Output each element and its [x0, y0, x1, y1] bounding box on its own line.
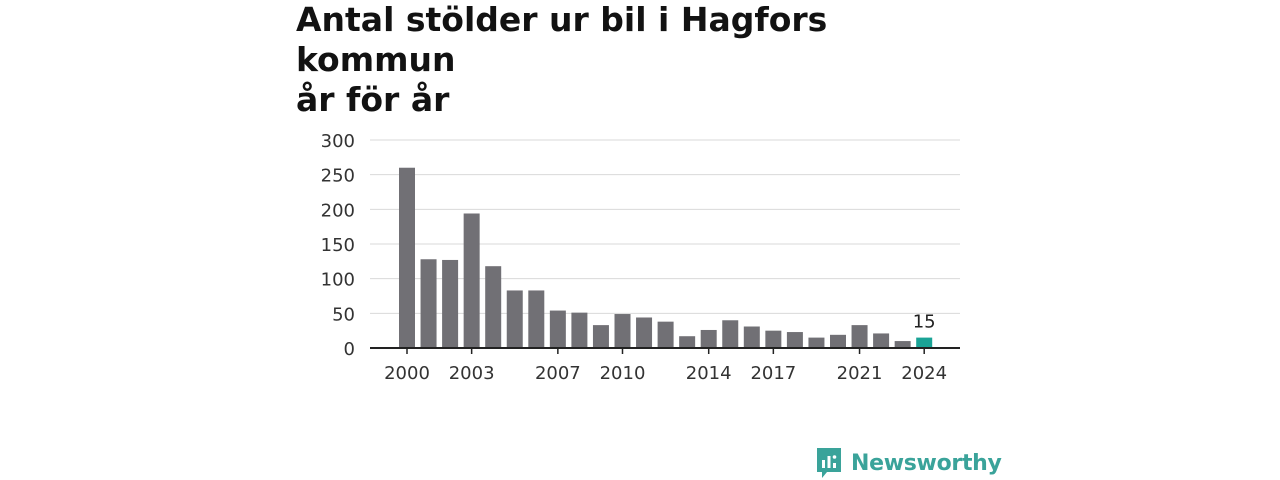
y-tick-label: 250 [321, 166, 355, 187]
bar-2002 [442, 259, 459, 348]
x-tick-label: 2007 [535, 363, 581, 384]
data-label-2024: 15 [913, 312, 936, 333]
bar-2006 [528, 290, 545, 348]
chart-title-line-2: år för år [296, 80, 450, 119]
x-tick-label: 2003 [449, 363, 495, 384]
bar-2015 [722, 320, 739, 348]
chart-title-line-1: Antal stölder ur bil i Hagfors kommun [296, 0, 828, 79]
x-tick-label: 2010 [600, 363, 646, 384]
bar-2005 [506, 290, 523, 348]
x-tick-label: 2000 [384, 363, 430, 384]
bar-2019 [808, 337, 825, 348]
bar-2013 [679, 336, 696, 348]
bar-2001 [420, 259, 437, 348]
y-tick-label: 100 [321, 270, 355, 291]
bar-2004 [485, 266, 502, 348]
y-tick-label: 50 [332, 304, 355, 325]
bar-2017 [765, 330, 782, 348]
y-tick-label: 300 [321, 131, 355, 152]
y-tick-label: 150 [321, 235, 355, 256]
y-tick-label: 0 [344, 339, 355, 360]
bar-2022 [873, 333, 890, 348]
bar-2007 [549, 310, 566, 348]
bar-2014 [700, 329, 717, 348]
y-tick-label: 200 [321, 200, 355, 221]
bar-2009 [592, 325, 609, 348]
bar-2021 [851, 325, 868, 348]
x-tick-label: 2021 [837, 363, 883, 384]
bar-2016 [743, 326, 760, 348]
bar-2008 [571, 312, 588, 348]
bar-2010 [614, 314, 631, 348]
newsworthy-logo: Newsworthy [815, 446, 1002, 480]
bar-2018 [786, 332, 803, 348]
x-tick-label: 2014 [686, 363, 732, 384]
bar-2011 [636, 317, 653, 348]
x-tick-label: 2024 [901, 363, 947, 384]
x-tick-label: 2017 [750, 363, 796, 384]
bar-2012 [657, 321, 674, 348]
newsworthy-logo-icon [817, 448, 841, 478]
brand-name: Newsworthy [851, 450, 1002, 476]
bar-2023 [894, 341, 911, 348]
bar-2020 [830, 334, 846, 348]
bar-2003 [463, 213, 480, 348]
bar-2000 [399, 167, 415, 348]
bar-2024 [916, 337, 933, 348]
chart-title: Antal stölder ur bil i Hagfors kommun år… [296, 0, 996, 120]
